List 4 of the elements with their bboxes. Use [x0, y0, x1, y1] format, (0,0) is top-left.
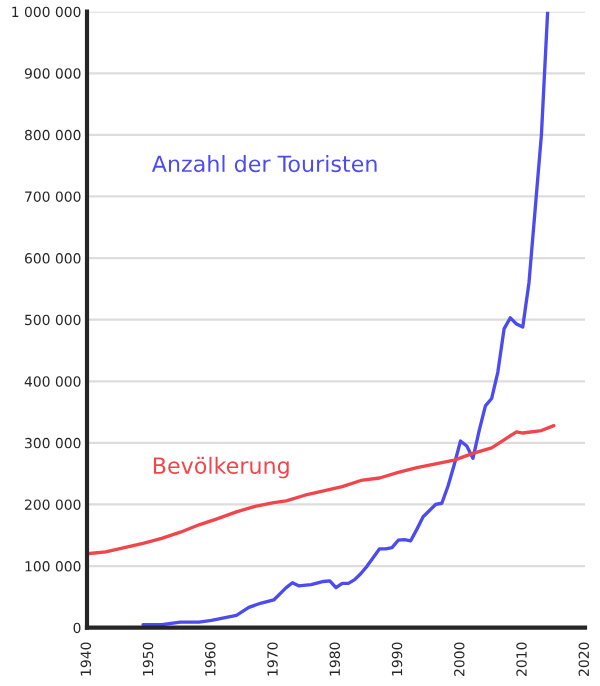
line-series — [87, 423, 556, 556]
line-series — [141, 11, 550, 627]
text: Anzahl der Touristen — [151, 154, 377, 173]
series-label: Bevölkerung — [153, 456, 289, 479]
